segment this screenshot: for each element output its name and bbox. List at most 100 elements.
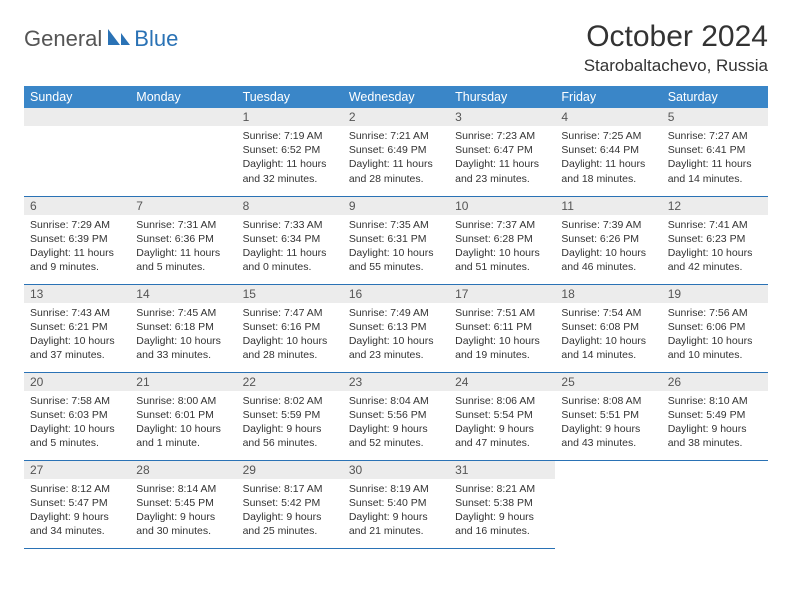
day-info: Sunrise: 7:31 AMSunset: 6:36 PMDaylight:… bbox=[130, 215, 236, 279]
day-number: 24 bbox=[449, 373, 555, 391]
day-number: 3 bbox=[449, 108, 555, 126]
day-number: 30 bbox=[343, 461, 449, 479]
day-number: 8 bbox=[237, 197, 343, 215]
weekday-header-row: Sunday Monday Tuesday Wednesday Thursday… bbox=[24, 86, 768, 108]
day-info: Sunrise: 7:56 AMSunset: 6:06 PMDaylight:… bbox=[662, 303, 768, 367]
day-info: Sunrise: 8:14 AMSunset: 5:45 PMDaylight:… bbox=[130, 479, 236, 543]
day-info: Sunrise: 8:08 AMSunset: 5:51 PMDaylight:… bbox=[555, 391, 661, 455]
calendar-day-cell: 30Sunrise: 8:19 AMSunset: 5:40 PMDayligh… bbox=[343, 460, 449, 548]
calendar-day-cell bbox=[555, 460, 661, 548]
day-info: Sunrise: 8:00 AMSunset: 6:01 PMDaylight:… bbox=[130, 391, 236, 455]
day-number: 25 bbox=[555, 373, 661, 391]
day-number: 10 bbox=[449, 197, 555, 215]
calendar-day-cell: 11Sunrise: 7:39 AMSunset: 6:26 PMDayligh… bbox=[555, 196, 661, 284]
day-info: Sunrise: 7:39 AMSunset: 6:26 PMDaylight:… bbox=[555, 215, 661, 279]
day-info: Sunrise: 7:54 AMSunset: 6:08 PMDaylight:… bbox=[555, 303, 661, 367]
day-info: Sunrise: 7:43 AMSunset: 6:21 PMDaylight:… bbox=[24, 303, 130, 367]
day-number: 12 bbox=[662, 197, 768, 215]
day-number: 14 bbox=[130, 285, 236, 303]
calendar-day-cell: 1Sunrise: 7:19 AMSunset: 6:52 PMDaylight… bbox=[237, 108, 343, 196]
day-info: Sunrise: 8:02 AMSunset: 5:59 PMDaylight:… bbox=[237, 391, 343, 455]
calendar-day-cell: 17Sunrise: 7:51 AMSunset: 6:11 PMDayligh… bbox=[449, 284, 555, 372]
calendar-day-cell: 14Sunrise: 7:45 AMSunset: 6:18 PMDayligh… bbox=[130, 284, 236, 372]
calendar-day-cell: . bbox=[130, 108, 236, 196]
calendar-week-row: 6Sunrise: 7:29 AMSunset: 6:39 PMDaylight… bbox=[24, 196, 768, 284]
calendar-day-cell: 21Sunrise: 8:00 AMSunset: 6:01 PMDayligh… bbox=[130, 372, 236, 460]
calendar-day-cell: 22Sunrise: 8:02 AMSunset: 5:59 PMDayligh… bbox=[237, 372, 343, 460]
calendar-day-cell: 2Sunrise: 7:21 AMSunset: 6:49 PMDaylight… bbox=[343, 108, 449, 196]
day-info: Sunrise: 7:21 AMSunset: 6:49 PMDaylight:… bbox=[343, 126, 449, 190]
weekday-header: Sunday bbox=[24, 86, 130, 108]
calendar-week-row: ..1Sunrise: 7:19 AMSunset: 6:52 PMDaylig… bbox=[24, 108, 768, 196]
weekday-header: Monday bbox=[130, 86, 236, 108]
logo: General Blue bbox=[24, 20, 178, 52]
day-number: 4 bbox=[555, 108, 661, 126]
day-number: 6 bbox=[24, 197, 130, 215]
page-subtitle: Starobaltachevo, Russia bbox=[584, 56, 768, 76]
day-number: 13 bbox=[24, 285, 130, 303]
calendar-day-cell: 8Sunrise: 7:33 AMSunset: 6:34 PMDaylight… bbox=[237, 196, 343, 284]
day-number: 1 bbox=[237, 108, 343, 126]
day-info: Sunrise: 8:06 AMSunset: 5:54 PMDaylight:… bbox=[449, 391, 555, 455]
day-info: Sunrise: 7:23 AMSunset: 6:47 PMDaylight:… bbox=[449, 126, 555, 190]
day-number: 29 bbox=[237, 461, 343, 479]
day-info: Sunrise: 7:49 AMSunset: 6:13 PMDaylight:… bbox=[343, 303, 449, 367]
calendar-day-cell: 24Sunrise: 8:06 AMSunset: 5:54 PMDayligh… bbox=[449, 372, 555, 460]
day-info: Sunrise: 8:21 AMSunset: 5:38 PMDaylight:… bbox=[449, 479, 555, 543]
day-info: Sunrise: 7:45 AMSunset: 6:18 PMDaylight:… bbox=[130, 303, 236, 367]
calendar-day-cell: 29Sunrise: 8:17 AMSunset: 5:42 PMDayligh… bbox=[237, 460, 343, 548]
calendar-day-cell: 31Sunrise: 8:21 AMSunset: 5:38 PMDayligh… bbox=[449, 460, 555, 548]
logo-text-blue: Blue bbox=[134, 26, 178, 52]
calendar-day-cell: 13Sunrise: 7:43 AMSunset: 6:21 PMDayligh… bbox=[24, 284, 130, 372]
day-number: 18 bbox=[555, 285, 661, 303]
page-header: General Blue October 2024 Starobaltachev… bbox=[24, 20, 768, 76]
day-info: Sunrise: 8:17 AMSunset: 5:42 PMDaylight:… bbox=[237, 479, 343, 543]
weekday-header: Saturday bbox=[662, 86, 768, 108]
day-number: 26 bbox=[662, 373, 768, 391]
day-number: 28 bbox=[130, 461, 236, 479]
calendar-day-cell: 26Sunrise: 8:10 AMSunset: 5:49 PMDayligh… bbox=[662, 372, 768, 460]
calendar-day-cell: 7Sunrise: 7:31 AMSunset: 6:36 PMDaylight… bbox=[130, 196, 236, 284]
day-number: 19 bbox=[662, 285, 768, 303]
day-number-empty: . bbox=[24, 108, 130, 126]
day-number: 9 bbox=[343, 197, 449, 215]
day-number: 20 bbox=[24, 373, 130, 391]
calendar-day-cell: . bbox=[24, 108, 130, 196]
day-info: Sunrise: 7:33 AMSunset: 6:34 PMDaylight:… bbox=[237, 215, 343, 279]
calendar-page: General Blue October 2024 Starobaltachev… bbox=[0, 0, 792, 559]
day-info: Sunrise: 8:10 AMSunset: 5:49 PMDaylight:… bbox=[662, 391, 768, 455]
day-number-empty: . bbox=[130, 108, 236, 126]
calendar-day-cell: 5Sunrise: 7:27 AMSunset: 6:41 PMDaylight… bbox=[662, 108, 768, 196]
calendar-day-cell: 9Sunrise: 7:35 AMSunset: 6:31 PMDaylight… bbox=[343, 196, 449, 284]
day-number: 16 bbox=[343, 285, 449, 303]
day-info: Sunrise: 8:12 AMSunset: 5:47 PMDaylight:… bbox=[24, 479, 130, 543]
calendar-day-cell: 27Sunrise: 8:12 AMSunset: 5:47 PMDayligh… bbox=[24, 460, 130, 548]
day-number: 31 bbox=[449, 461, 555, 479]
day-number: 15 bbox=[237, 285, 343, 303]
calendar-day-cell: 10Sunrise: 7:37 AMSunset: 6:28 PMDayligh… bbox=[449, 196, 555, 284]
day-number: 17 bbox=[449, 285, 555, 303]
day-number: 11 bbox=[555, 197, 661, 215]
calendar-day-cell: 15Sunrise: 7:47 AMSunset: 6:16 PMDayligh… bbox=[237, 284, 343, 372]
calendar-day-cell: 20Sunrise: 7:58 AMSunset: 6:03 PMDayligh… bbox=[24, 372, 130, 460]
weekday-header: Tuesday bbox=[237, 86, 343, 108]
day-number: 2 bbox=[343, 108, 449, 126]
calendar-day-cell bbox=[662, 460, 768, 548]
calendar-day-cell: 28Sunrise: 8:14 AMSunset: 5:45 PMDayligh… bbox=[130, 460, 236, 548]
calendar-day-cell: 4Sunrise: 7:25 AMSunset: 6:44 PMDaylight… bbox=[555, 108, 661, 196]
day-info: Sunrise: 7:47 AMSunset: 6:16 PMDaylight:… bbox=[237, 303, 343, 367]
calendar-week-row: 13Sunrise: 7:43 AMSunset: 6:21 PMDayligh… bbox=[24, 284, 768, 372]
weekday-header: Thursday bbox=[449, 86, 555, 108]
day-info: Sunrise: 8:19 AMSunset: 5:40 PMDaylight:… bbox=[343, 479, 449, 543]
calendar-table: Sunday Monday Tuesday Wednesday Thursday… bbox=[24, 86, 768, 549]
calendar-day-cell: 3Sunrise: 7:23 AMSunset: 6:47 PMDaylight… bbox=[449, 108, 555, 196]
calendar-day-cell: 25Sunrise: 8:08 AMSunset: 5:51 PMDayligh… bbox=[555, 372, 661, 460]
day-number: 7 bbox=[130, 197, 236, 215]
day-info: Sunrise: 7:19 AMSunset: 6:52 PMDaylight:… bbox=[237, 126, 343, 190]
calendar-week-row: 27Sunrise: 8:12 AMSunset: 5:47 PMDayligh… bbox=[24, 460, 768, 548]
day-info: Sunrise: 8:04 AMSunset: 5:56 PMDaylight:… bbox=[343, 391, 449, 455]
day-info: Sunrise: 7:41 AMSunset: 6:23 PMDaylight:… bbox=[662, 215, 768, 279]
day-number: 21 bbox=[130, 373, 236, 391]
calendar-day-cell: 19Sunrise: 7:56 AMSunset: 6:06 PMDayligh… bbox=[662, 284, 768, 372]
day-number: 5 bbox=[662, 108, 768, 126]
